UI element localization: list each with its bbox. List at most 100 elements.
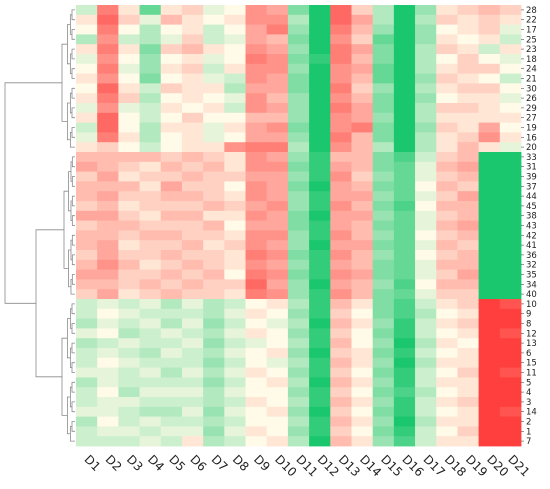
heatmap-cell xyxy=(393,338,416,349)
heatmap-cell xyxy=(181,171,204,182)
heatmap-cell xyxy=(499,54,522,65)
heatmap-cell xyxy=(224,44,246,55)
heatmap-cell xyxy=(245,122,268,133)
heatmap-cell xyxy=(245,142,268,153)
column-labels: D1 D2 D3 D4 D5 D6 D7 D8 D9 D10D11D12D13D14D15D16D… xyxy=(81,452,532,479)
heatmap-cell xyxy=(203,279,225,290)
heatmap-cell xyxy=(203,387,225,398)
heatmap-cell xyxy=(330,357,352,368)
heatmap-cell xyxy=(499,171,522,182)
heatmap-cell xyxy=(309,24,331,35)
heatmap-cell xyxy=(499,44,522,55)
heatmap-cell xyxy=(266,83,289,94)
heatmap-cell xyxy=(415,132,437,143)
heatmap-cell xyxy=(203,397,225,408)
heatmap-cell xyxy=(245,14,268,25)
heatmap-cell xyxy=(499,299,522,310)
heatmap-cell xyxy=(224,230,246,241)
heatmap-cell xyxy=(118,338,140,349)
heatmap-cell xyxy=(160,230,183,241)
row-label: 28 xyxy=(526,6,537,16)
heatmap-cell xyxy=(436,24,458,35)
heatmap-cell xyxy=(287,210,310,221)
dendrogram-branch xyxy=(71,381,75,393)
row-label: 6 xyxy=(526,349,531,359)
heatmap-cell xyxy=(287,397,310,408)
heatmap-cell xyxy=(436,122,458,133)
heatmap-cell xyxy=(266,122,289,133)
heatmap-cell xyxy=(97,54,119,65)
heatmap-cell xyxy=(478,122,501,133)
heatmap-cell xyxy=(351,299,374,310)
heatmap-cell xyxy=(393,5,416,16)
heatmap-cell xyxy=(436,387,458,398)
heatmap-cell xyxy=(181,210,204,221)
heatmap-cell xyxy=(393,152,416,163)
dendrogram-branch xyxy=(71,274,75,285)
heatmap-cell xyxy=(393,210,416,221)
heatmap-cell xyxy=(415,289,437,300)
heatmap-cell xyxy=(436,93,458,104)
heatmap-cell xyxy=(330,406,352,417)
heatmap-cell xyxy=(224,279,246,290)
heatmap-cell xyxy=(393,83,416,94)
heatmap-cell xyxy=(478,63,501,74)
row-label: 8 xyxy=(526,320,531,330)
heatmap-cell xyxy=(372,240,395,251)
heatmap-cell xyxy=(330,397,352,408)
heatmap-cell xyxy=(330,377,352,388)
heatmap-cell xyxy=(372,299,395,310)
heatmap-cell xyxy=(181,387,204,398)
heatmap-cell xyxy=(160,152,183,163)
heatmap-cell xyxy=(478,367,501,378)
heatmap-cell xyxy=(76,397,98,408)
heatmap-cell xyxy=(97,73,119,84)
heatmap-cell xyxy=(393,406,416,417)
heatmap-cell xyxy=(287,279,310,290)
heatmap-cell xyxy=(181,142,204,153)
heatmap-cell xyxy=(287,93,310,104)
heatmap-cell xyxy=(76,279,98,290)
heatmap-cell xyxy=(181,5,204,16)
heatmap-cell xyxy=(287,44,310,55)
heatmap-cell xyxy=(457,5,480,16)
heatmap-cell xyxy=(415,250,437,261)
heatmap-cell xyxy=(309,44,331,55)
heatmap-cell xyxy=(203,54,225,65)
heatmap-cell xyxy=(478,201,501,212)
heatmap-cell xyxy=(330,103,352,114)
heatmap-cell xyxy=(160,122,183,133)
heatmap-cell xyxy=(330,24,352,35)
heatmap-cell xyxy=(309,308,331,319)
heatmap-cell xyxy=(393,161,416,172)
heatmap-cell xyxy=(499,83,522,94)
row-label: 22 xyxy=(526,16,537,26)
row-label: 3 xyxy=(526,398,531,408)
heatmap-cell xyxy=(436,406,458,417)
heatmap-cell xyxy=(245,181,268,192)
heatmap-cell xyxy=(118,103,140,114)
heatmap-cell xyxy=(351,348,374,359)
heatmap-cell xyxy=(457,426,480,437)
heatmap-cell xyxy=(415,436,437,447)
heatmap-cell xyxy=(203,63,225,74)
heatmap-cell xyxy=(415,161,437,172)
row-label: 10 xyxy=(526,300,537,310)
heatmap-cell xyxy=(436,142,458,153)
heatmap-cell xyxy=(97,397,119,408)
heatmap-cell xyxy=(97,308,119,319)
heatmap-cell xyxy=(224,14,246,25)
heatmap-cell xyxy=(139,210,162,221)
row-label: 25 xyxy=(526,35,537,45)
column-label: D18 xyxy=(442,452,469,479)
heatmap-cell xyxy=(478,191,501,202)
heatmap-cell xyxy=(415,191,437,202)
heatmap-cell xyxy=(351,279,374,290)
heatmap-cell xyxy=(224,308,246,319)
heatmap-cell xyxy=(330,210,352,221)
heatmap-cell xyxy=(160,54,183,65)
heatmap-cell xyxy=(478,34,501,45)
heatmap-cell xyxy=(139,416,162,427)
heatmap-cell xyxy=(309,318,331,329)
heatmap-cell xyxy=(351,122,374,133)
